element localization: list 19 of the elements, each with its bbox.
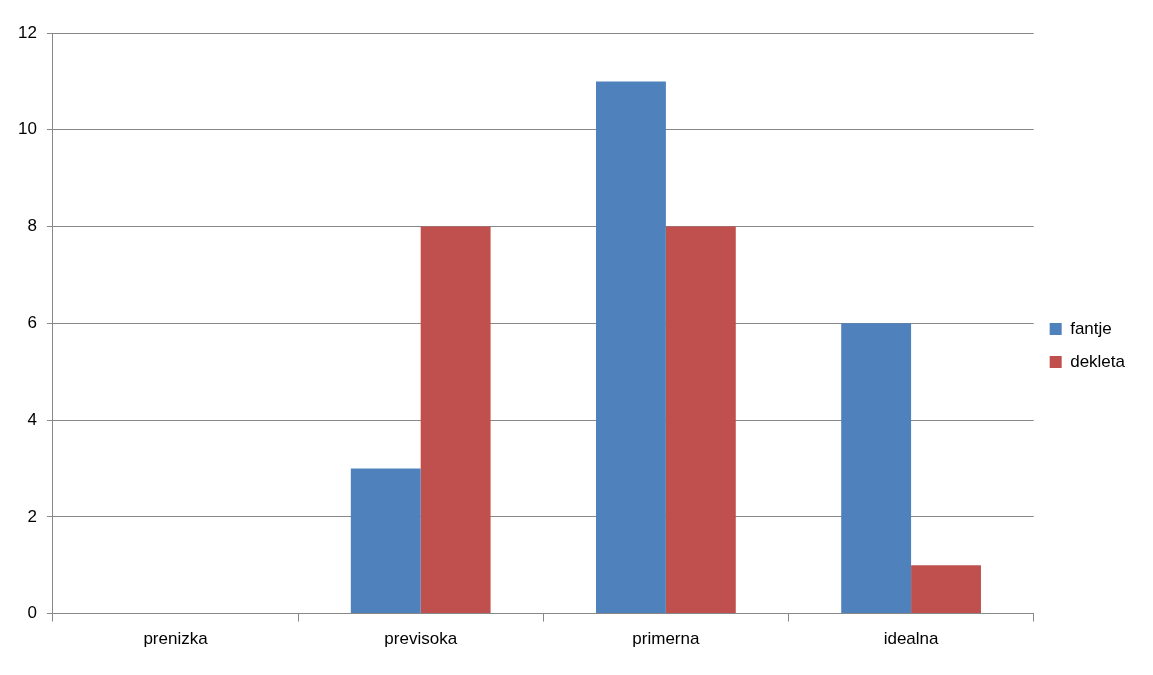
bar: [596, 81, 666, 614]
y-tick-label: 0: [27, 603, 37, 623]
x-tick-label: primerna: [632, 629, 700, 649]
bar: [841, 323, 912, 614]
y-tick-label: 8: [27, 216, 37, 236]
y-tick-label: 4: [27, 409, 37, 429]
legend-label: dekleta: [1070, 351, 1126, 371]
y-tick-label: 10: [17, 119, 37, 139]
bar: [420, 226, 491, 614]
x-tick-label: prenizka: [143, 629, 209, 649]
bar: [665, 226, 736, 614]
y-tick-label: 6: [27, 312, 37, 332]
bar: [911, 565, 981, 614]
y-tick-label: 2: [27, 506, 37, 526]
y-tick-label: 12: [17, 22, 37, 42]
x-tick-label: previsoka: [384, 629, 458, 649]
x-tick-label: idealna: [883, 629, 940, 649]
legend-label: fantje: [1070, 318, 1112, 338]
bar: [350, 468, 421, 614]
